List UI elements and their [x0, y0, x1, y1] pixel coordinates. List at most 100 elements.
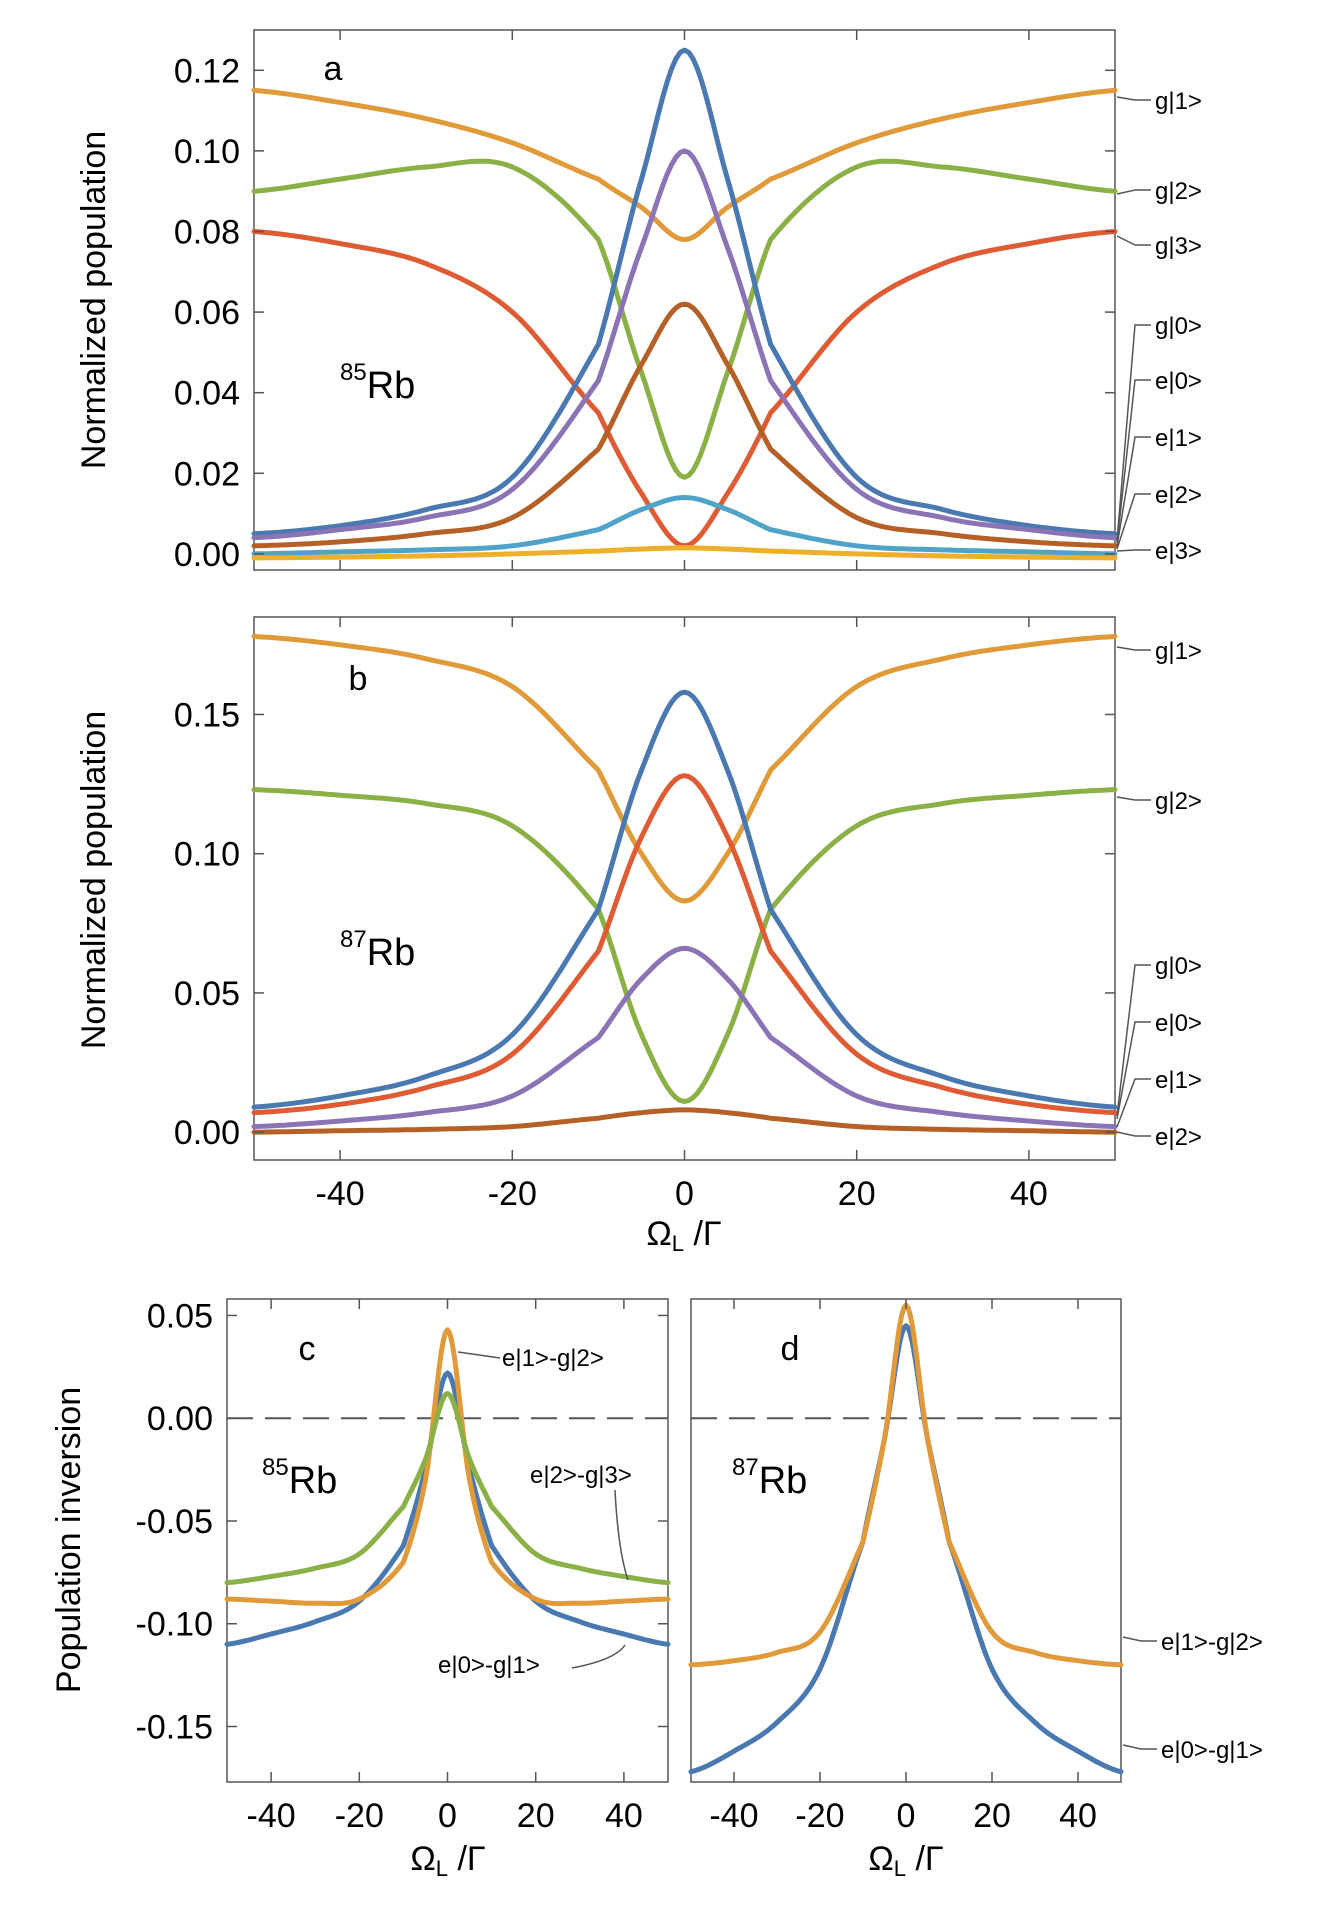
panel-a-ylabel: Normalized population	[75, 131, 113, 469]
panel-b-xtick-label: 20	[838, 1175, 876, 1213]
panel-b-legend: g|1> g|2> g|0> e|0> e|1> e|2>	[1116, 638, 1202, 1151]
panel-c-annotations: e|1>-g|2> e|2>-g|3> e|0>-g|1>	[438, 1345, 632, 1679]
panel-b-xtick-label: -20	[488, 1175, 537, 1213]
panel-d-series-e-1-g-2	[688, 1302, 1124, 1668]
panel-a-legend-e-2: e|2>	[1155, 482, 1202, 509]
panel-a-legend-leader	[1116, 549, 1151, 552]
panel-c-ytick-label: -0.05	[136, 1503, 214, 1541]
panel-d-series-e-0-g-1	[688, 1323, 1124, 1775]
panel-a-ytick-label: 0.04	[174, 375, 240, 413]
panel-d-legend: e|1>-g|2> e|0>-g|1>	[1122, 1629, 1263, 1764]
panel-b-legend-e-2: e|2>	[1155, 1124, 1202, 1151]
panel-a-series-e-1	[251, 301, 1118, 549]
panel-b-xtick-label: -40	[316, 1175, 365, 1213]
panel-b-series-e-0	[251, 773, 1118, 1116]
panel-b-isotope-mass: 87	[340, 926, 367, 953]
panel-a-isotope: 85Rb	[340, 359, 415, 407]
panel-c-ytick-label: -0.15	[136, 1709, 214, 1747]
panel-c-xtick-label: 20	[517, 1797, 555, 1835]
panel-c-plot	[224, 1327, 671, 1647]
panel-a-series-g-0	[251, 47, 1118, 537]
panel-a-legend-e-0: e|0>	[1155, 368, 1202, 395]
panel-c-isotope-mass: 85	[262, 1454, 289, 1481]
panel-a-isotope-mass: 85	[340, 359, 367, 386]
panel-b-series-g-0	[251, 689, 1118, 1110]
panel-a-series-g-1	[251, 87, 1118, 243]
panel-a-plot	[251, 47, 1118, 561]
panel-b-isotope: 87Rb	[340, 926, 415, 974]
panel-a-legend-leader	[1116, 493, 1151, 550]
panel-a-series-e-2	[251, 495, 1118, 557]
panel-b-series-e-2	[251, 1107, 1118, 1135]
panel-d-isotope: 87Rb	[732, 1454, 807, 1502]
panel-a-series-g-2	[251, 158, 1118, 480]
panel-c-ytick-label: -0.10	[136, 1606, 214, 1644]
panel-c-series-e-1-g-2	[224, 1327, 671, 1607]
panel-a-legend-g-3: g|3>	[1155, 233, 1202, 260]
panel-d-xlabel: ΩL /Γ	[868, 1840, 943, 1881]
panel-b-legend-g-2: g|2>	[1155, 788, 1202, 815]
panel-c-xtick-label: 0	[438, 1797, 457, 1835]
panel-c-xtick-label: -20	[335, 1797, 384, 1835]
panel-d: d 87Rb -40 -20 0 20 40 e|1>-g|2> e|0>-g|1> ΩL…	[688, 1298, 1263, 1881]
panel-d-isotope-mass: 87	[732, 1454, 759, 1481]
panel-b-legend-leader	[1116, 796, 1151, 801]
panel-c: c 85Rb Population inversion 0.05 0.00 -0.0…	[50, 1297, 671, 1881]
panel-c-xlabel: ΩL /Γ	[410, 1840, 485, 1881]
panel-d-xtick-label: 20	[973, 1797, 1011, 1835]
panel-a-letter: a	[324, 50, 343, 88]
panel-b-series-g-2	[251, 787, 1118, 1104]
panel-d-xtick-label: -40	[709, 1797, 758, 1835]
panel-b-isotope-symbol: Rb	[367, 932, 416, 974]
panel-b: b 87Rb Normalized population 0.00 0.05 0.1…	[75, 616, 1202, 1256]
panel-a-legend-g-0: g|0>	[1155, 313, 1202, 340]
panel-d-isotope-symbol: Rb	[759, 1460, 808, 1502]
annot-c-e1g2-leader	[457, 1351, 501, 1359]
panel-d-letter: d	[781, 1330, 800, 1368]
panel-b-ytick-label: 0.10	[174, 836, 240, 874]
panel-d-xtick-label: 0	[897, 1797, 916, 1835]
panel-d-legend-leader	[1122, 1744, 1157, 1750]
panel-b-legend-leader	[1116, 646, 1151, 651]
panel-a-legend-e-1: e|1>	[1155, 425, 1202, 452]
panel-a-legend: g|1> g|2> g|3> g|0> e|0> e|1> e|2> e|3>	[1116, 88, 1202, 565]
panel-a-ytick-label: 0.06	[174, 294, 240, 332]
panel-c-isotope-symbol: Rb	[289, 1460, 338, 1502]
annot-c-e0g1: e|0>-g|1>	[438, 1652, 540, 1679]
panel-b-ytick-label: 0.05	[174, 975, 240, 1013]
panel-d-xtick-label: -20	[795, 1797, 844, 1835]
panel-d-xtick-label: 40	[1059, 1797, 1097, 1835]
panel-c-ytick-label: 0.00	[147, 1400, 213, 1438]
panel-b-x-ticks: -40 -20 0 20 40	[316, 617, 1048, 1213]
panel-b-legend-g-1: g|1>	[1155, 638, 1202, 665]
panel-a-ytick-label: 0.00	[174, 536, 240, 574]
panel-a-x-ticks	[339, 30, 1030, 570]
panel-a-isotope-symbol: Rb	[367, 365, 416, 407]
panel-a-legend-leader	[1116, 324, 1151, 542]
panel-a-legend-leader	[1116, 189, 1151, 195]
panel-c-ytick-label: 0.05	[147, 1297, 213, 1335]
panel-d-legend-leader	[1122, 1636, 1157, 1642]
panel-a-legend-g-2: g|2>	[1155, 178, 1202, 205]
panel-c-ylabel: Population inversion	[50, 1387, 88, 1693]
panel-d-legend-e-1-g-2: e|1>-g|2>	[1161, 1629, 1263, 1656]
panel-a-y-ticks: 0.00 0.02 0.04 0.06 0.08 0.10 0.12	[174, 52, 1115, 574]
panel-c-x-ticks: -40 -20 0 20 40	[247, 1299, 643, 1835]
panel-a-legend-e-3: e|3>	[1155, 538, 1202, 565]
panel-b-ytick-label: 0.15	[174, 696, 240, 734]
panel-b-ytick-label: 0.00	[174, 1114, 240, 1152]
panel-b-legend-leader	[1116, 964, 1151, 1117]
annot-c-e1g2: e|1>-g|2>	[502, 1345, 604, 1372]
annot-c-e2g3: e|2>-g|3>	[530, 1462, 632, 1489]
panel-a-series-e-0	[251, 148, 1118, 541]
panel-b-xtick-label: 40	[1010, 1175, 1048, 1213]
panel-a-ytick-label: 0.08	[174, 213, 240, 251]
panel-b-legend-g-0: g|0>	[1155, 953, 1202, 980]
panel-a-ytick-label: 0.10	[174, 133, 240, 171]
panel-d-x-ticks: -40 -20 0 20 40	[709, 1299, 1097, 1835]
panel-b-legend-leader	[1116, 1078, 1151, 1128]
panel-a-legend-leader	[1116, 379, 1151, 544]
annot-c-e0g1-leader	[571, 1644, 626, 1669]
panel-b-legend-leader	[1116, 1131, 1151, 1137]
